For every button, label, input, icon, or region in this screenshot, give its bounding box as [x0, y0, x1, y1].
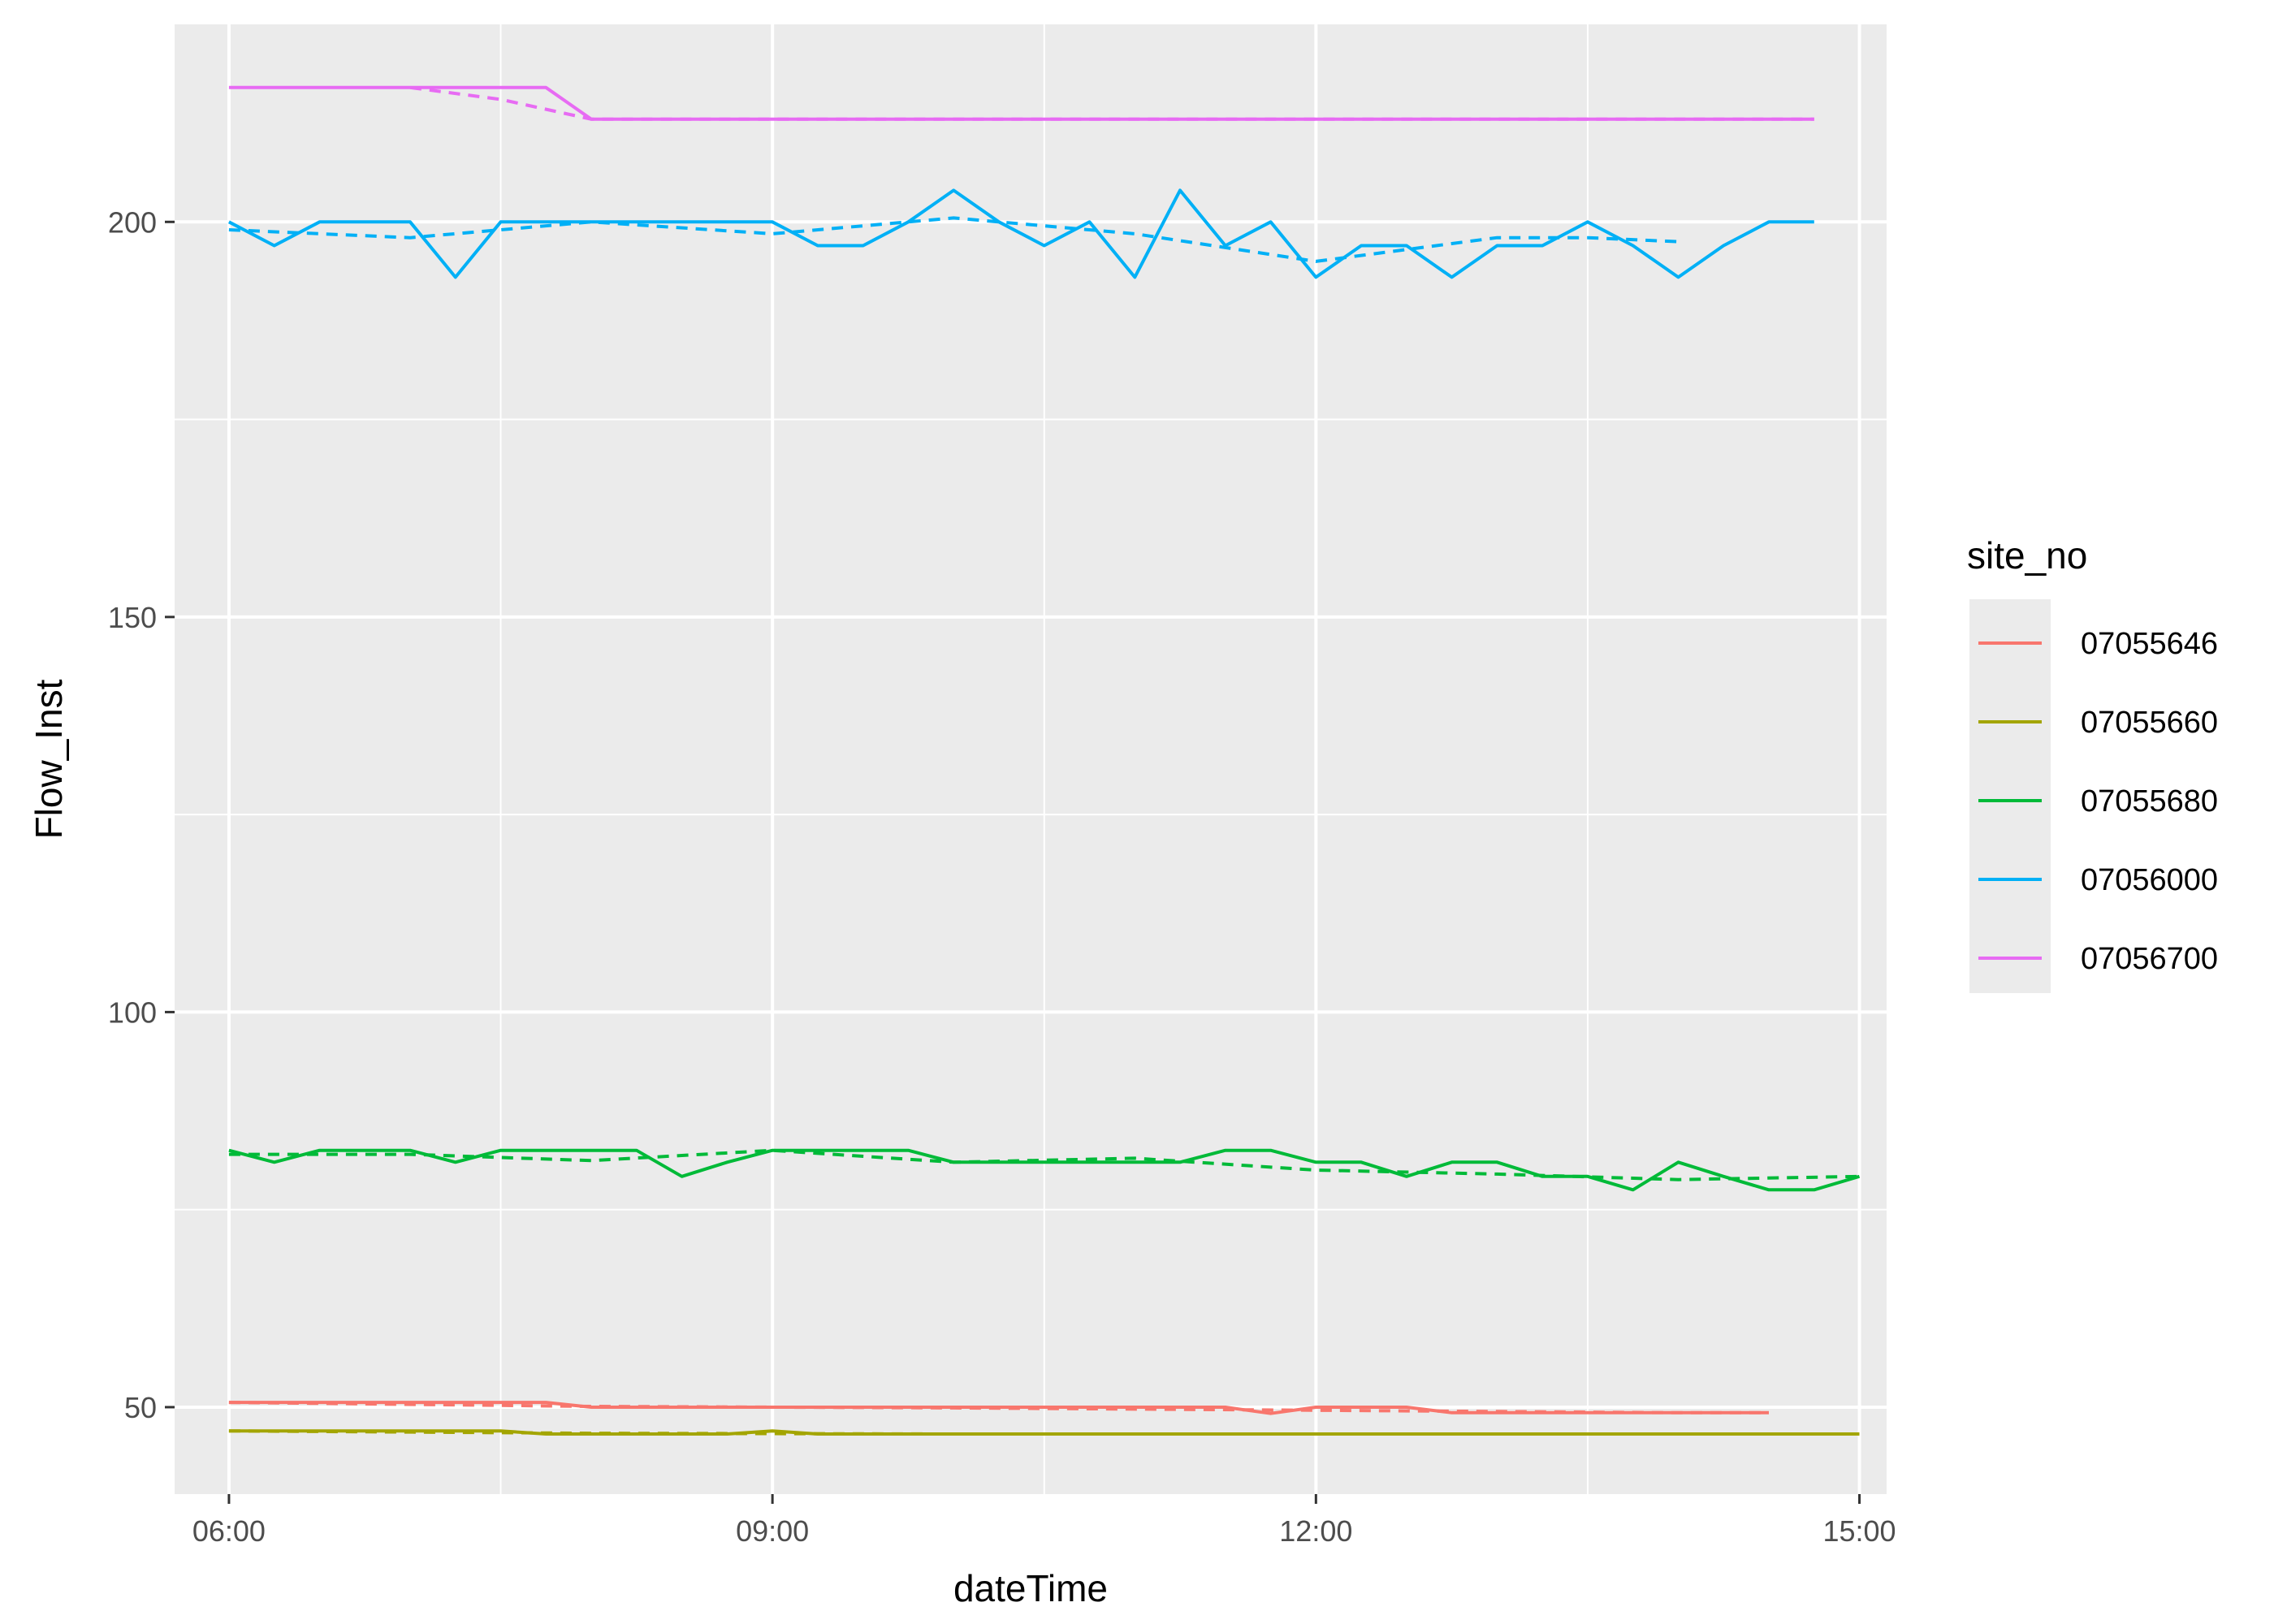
axis-ticks: [165, 220, 1861, 1504]
y-axis-title: Flow_Inst: [28, 679, 70, 839]
legend-keys: [1978, 641, 2042, 960]
legend-label: 07056000: [2081, 863, 2218, 897]
legend-label: 07055646: [2081, 627, 2218, 661]
x-axis-title: dateTime: [953, 1567, 1108, 1609]
legend-label: 07055660: [2081, 706, 2218, 740]
y-tick-label: 100: [108, 996, 157, 1029]
legend-title: site_no: [1967, 534, 2087, 577]
minor-gridlines: [175, 24, 1887, 1494]
series-line: [228, 85, 1814, 121]
y-tick-label: 50: [124, 1391, 157, 1424]
x-tick-label: 12:00: [1279, 1514, 1352, 1548]
series-line: [227, 188, 1814, 279]
x-tick-label: 09:00: [736, 1514, 809, 1548]
series-line: [228, 1401, 1769, 1415]
x-axis-tick-labels: 06:00 09:00 12:00 15:00: [192, 1514, 1896, 1548]
series-smoothed-line: [409, 85, 1814, 121]
x-tick-label: 06:00: [192, 1514, 266, 1548]
y-tick-label: 200: [108, 205, 157, 239]
series-line: [228, 1148, 1861, 1192]
series-line: [228, 1429, 1860, 1436]
x-tick-label: 15:00: [1822, 1514, 1896, 1548]
legend-label: 07056700: [2081, 942, 2218, 976]
legend: site_no 07055646 07055660 07055680 07056…: [1967, 534, 2218, 993]
y-axis-tick-labels: 50 100 150 200: [108, 205, 157, 1424]
y-tick-label: 150: [108, 601, 157, 634]
legend-label: 07055680: [2081, 784, 2218, 818]
series-lines: [227, 85, 1861, 1436]
legend-key-background: [1969, 599, 2051, 993]
